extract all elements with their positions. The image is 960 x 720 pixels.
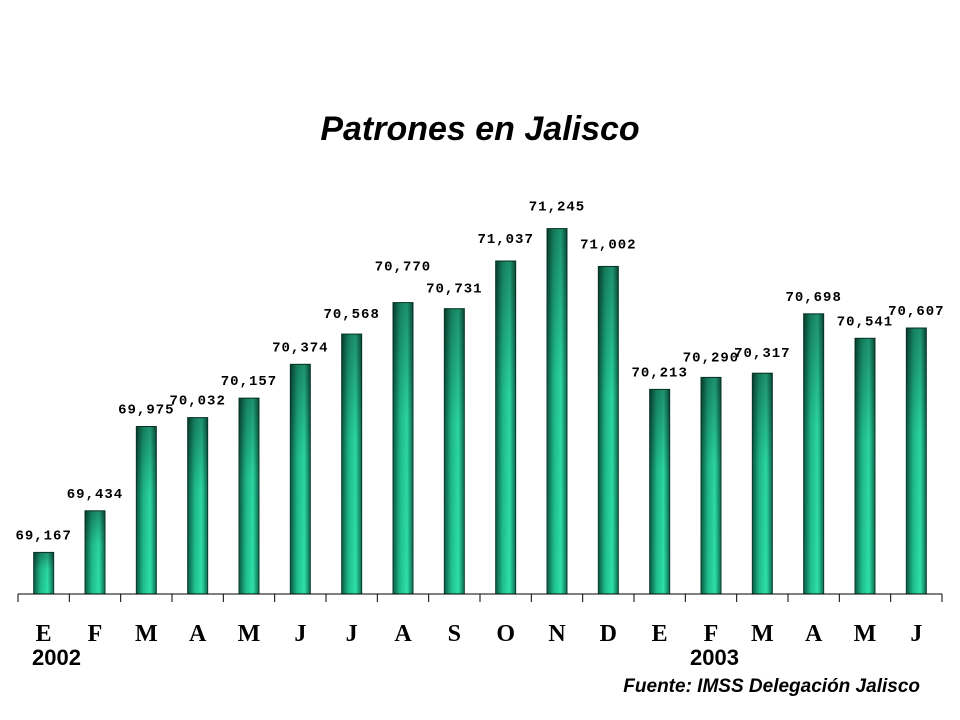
bar-shade [598,266,619,594]
bar-shade [701,377,721,594]
x-tick-label: A [189,621,207,647]
x-tick-label: N [548,621,566,647]
data-label: 69,434 [67,487,123,503]
data-label: 70,731 [426,282,482,298]
x-tick-label: D [600,621,617,647]
source-note: Fuente: IMSS Delegación Jalisco [623,676,920,697]
data-label: 70,568 [323,307,379,323]
x-tick-label: F [88,621,103,647]
year-label-2002: 2002 [32,645,81,670]
data-label: 70,317 [734,346,790,362]
bar-shade [393,302,413,594]
bar-shade [855,338,875,594]
chart-title: Patrones en Jalisco [320,110,640,148]
bar-shade [906,327,927,594]
x-tick-label: A [394,621,412,647]
x-tick-label: O [496,621,515,647]
x-tick-label: J [294,621,306,647]
x-tick-label: A [805,621,823,647]
bar-shade [187,417,208,594]
bar-shade [495,260,516,594]
data-label: 71,037 [477,232,533,248]
data-label: 70,290 [683,350,739,366]
data-label: 70,770 [375,260,431,276]
data-label: 70,032 [169,394,225,410]
data-label: 70,157 [221,374,277,390]
data-label: 71,245 [529,200,585,216]
data-label: 70,698 [785,290,841,306]
data-label: 71,002 [580,237,636,253]
bar-shade [803,313,824,594]
bar-shade [649,389,670,594]
bar-shade [341,334,362,594]
x-ticks-group [17,594,943,602]
data-label: 70,213 [631,365,687,381]
bar-shade [752,373,773,594]
x-tick-label: S [448,621,461,647]
bar-shade [239,398,259,594]
data-label: 69,167 [15,528,71,544]
bar-shade [547,228,567,594]
bar-shade [444,308,465,594]
bars-group [33,228,927,595]
x-tick-label: M [854,621,877,647]
x-tick-label: J [346,621,358,647]
x-tick-label: E [652,621,668,647]
data-label: 69,975 [118,402,174,418]
data-label: 70,374 [272,340,328,356]
x-tick-label: F [704,621,719,647]
x-tick-label: M [238,621,261,647]
x-tick-label: E [36,621,52,647]
bar-shade [85,510,105,594]
bar-shade [290,364,311,594]
bar-shade [136,426,157,594]
data-label: 70,607 [888,304,944,320]
x-tick-label: M [135,621,158,647]
bar-shade [33,552,54,594]
data-label: 70,541 [837,314,893,330]
x-tick-label: J [910,621,922,647]
x-tick-label: M [751,621,774,647]
year-label-2003: 2003 [690,645,739,670]
